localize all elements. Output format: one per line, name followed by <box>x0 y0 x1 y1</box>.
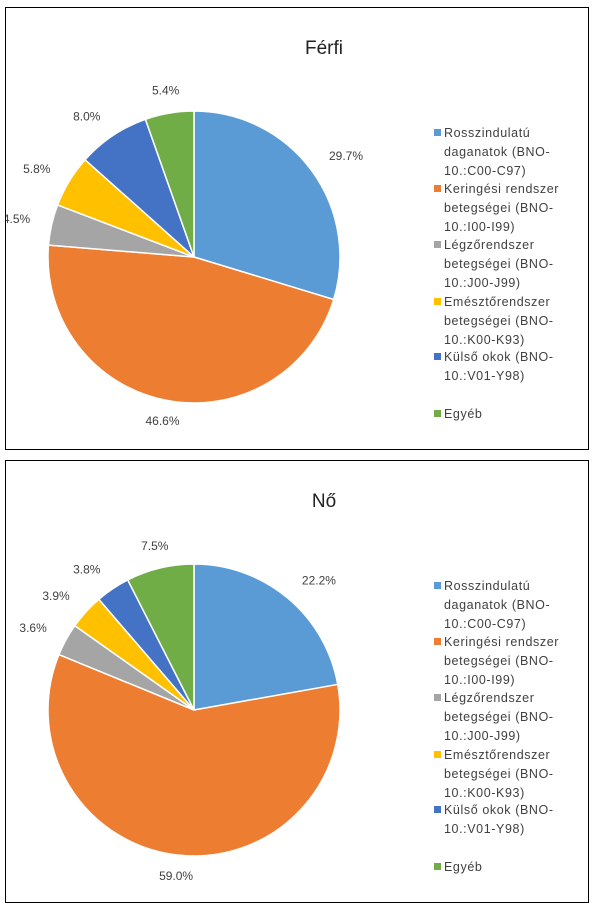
legend-swatch <box>434 353 441 360</box>
data-label: 7.5% <box>141 539 169 553</box>
pie-slice <box>193 563 339 711</box>
legend-item: Külső okok (BNO-10.:V01-Y98) <box>434 801 594 839</box>
legend-swatch <box>434 582 441 589</box>
legend-label: Légzőrendszer betegségei (BNO-10.:J00-J9… <box>444 238 554 290</box>
legend-label: Rosszindulatú daganatok (BNO-10.:C00-C97… <box>444 126 551 178</box>
legend-swatch <box>434 751 441 758</box>
legend-item: Külső okok (BNO-10.:V01-Y98) <box>434 348 594 386</box>
legend-item: Rosszindulatú daganatok (BNO-10.:C00-C97… <box>434 124 594 181</box>
pie-slice <box>193 110 341 301</box>
legend-label: Keringési rendszer betegségei (BNO-10.:I… <box>444 635 560 687</box>
data-label: 5.4% <box>152 84 180 98</box>
data-label: 59.0% <box>159 869 193 883</box>
pie-slice <box>144 110 195 258</box>
data-label: 3.8% <box>73 563 101 577</box>
legend-label: Emésztőrendszer betegségei (BNO-10.:K00-… <box>444 295 554 347</box>
legend-item: Emésztőrendszer betegségei (BNO-10.:K00-… <box>434 293 594 350</box>
legend-label: Rosszindulatú daganatok (BNO-10.:C00-C97… <box>444 579 551 631</box>
data-label: 4.5% <box>6 212 30 226</box>
data-label: 29.7% <box>329 149 363 163</box>
chart: Nő 22.2% 59.0% 3.6% 3.9%3.8% 7.5% <box>19 491 341 883</box>
legend-swatch <box>434 298 441 305</box>
chart-box: Nő 22.2% 59.0% 3.6% 3.9% 3.8% 7.5% Rosszindulat… <box>5 460 589 903</box>
pie-slice <box>47 653 341 857</box>
legend-item: Egyéb <box>434 405 594 424</box>
legend-item: Légzőrendszer betegségei (BNO-10.:J00-J9… <box>434 236 594 293</box>
data-label: 46.6% <box>146 414 180 428</box>
legend-swatch <box>434 863 441 870</box>
legend-item: Keringési rendszer betegségei (BNO-10.:I… <box>434 180 594 237</box>
legend-label: Keringési rendszer betegségei (BNO-10.:I… <box>444 182 560 234</box>
legend-swatch <box>434 241 441 248</box>
legend-label: Emésztőrendszer betegségei (BNO-10.:K00-… <box>444 748 554 800</box>
legend-swatch <box>434 185 441 192</box>
chart-title: Férfi <box>305 38 343 59</box>
legend-label: Külső okok (BNO-10.:V01-Y98) <box>444 350 554 383</box>
legend-label: Külső okok (BNO-10.:V01-Y98) <box>444 803 554 836</box>
legend-item: Rosszindulatú daganatok (BNO-10.:C00-C97… <box>434 577 594 634</box>
data-label: 3.9% <box>42 589 70 603</box>
data-label: 22.2% <box>302 573 336 587</box>
legend-item: Keringési rendszer betegségei (BNO-10.:I… <box>434 633 594 690</box>
chart-box: Férfi 29.7% 46.6% 4.5% 5.8% 8.0% 5.4% Rosszindu… <box>5 7 589 450</box>
legend-swatch <box>434 694 441 701</box>
legend-label: Egyéb <box>444 407 483 421</box>
chart-title: Nő <box>312 491 336 512</box>
legend-label: Légzőrendszer betegségei (BNO-10.:J00-J9… <box>444 691 554 743</box>
legend-item: Egyéb <box>434 858 594 877</box>
data-label: 5.8% <box>23 162 51 176</box>
legend-swatch <box>434 129 441 136</box>
legend-swatch <box>434 410 441 417</box>
legend-label: Egyéb <box>444 860 483 874</box>
legend-item: Légzőrendszer betegségei (BNO-10.:J00-J9… <box>434 689 594 746</box>
legend-swatch <box>434 638 441 645</box>
data-label: 3.6% <box>19 621 47 635</box>
pie-slice <box>126 563 195 711</box>
data-label: 8.0% <box>73 110 101 124</box>
pie-slice <box>47 244 335 404</box>
legend-swatch <box>434 806 441 813</box>
chart: Férfi 29.7% 46.6% 4.5% 5.8% 8.0% 5.4% <box>6 38 363 428</box>
legend-item: Emésztőrendszer betegségei (BNO-10.:K00-… <box>434 746 594 803</box>
